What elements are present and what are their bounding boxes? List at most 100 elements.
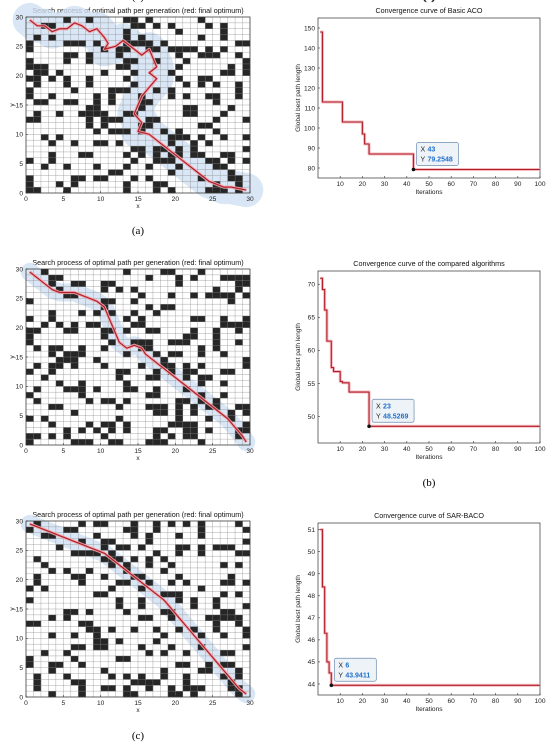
obstacle-cell [63, 386, 71, 393]
obstacle-cell [78, 661, 86, 668]
obstacle-cell [212, 339, 221, 346]
obstacle-cell [152, 427, 161, 434]
obstacle-cell [205, 52, 213, 59]
obstacle-cell [220, 292, 228, 299]
obstacle-cell [235, 286, 243, 293]
obstacle-cell [33, 620, 42, 627]
obstacle-cell [220, 134, 228, 141]
obstacle-cell [123, 315, 131, 322]
obstacle-cell [190, 368, 198, 375]
obstacle-cell [63, 673, 71, 680]
obstacle-cell [160, 128, 169, 135]
obstacle-cell [123, 351, 131, 358]
obstacle-cell [242, 40, 251, 47]
obstacle-cell [55, 181, 64, 188]
y-axis-label: y [9, 103, 16, 107]
x-tick-label: 25 [209, 196, 217, 203]
obstacle-cell [242, 134, 251, 141]
obstacle-cell [152, 433, 161, 440]
obstacle-cell [197, 34, 206, 41]
x-tick-label: 10 [97, 700, 105, 707]
obstacle-cell [40, 650, 49, 657]
obstacle-cell [26, 333, 34, 340]
obstacle-cell [78, 620, 86, 627]
x-tick-label: 70 [470, 698, 478, 705]
obstacle-cell [212, 345, 221, 352]
obstacle-cell [242, 626, 251, 633]
obstacle-cell [33, 345, 42, 352]
obstacle-cell [220, 351, 228, 358]
obstacle-cell [152, 46, 161, 53]
obstacle-cell [167, 685, 176, 692]
obstacle-cell [152, 327, 161, 334]
obstacle-cell [145, 439, 154, 446]
obstacle-cell [235, 403, 243, 410]
panel-b: Convergence curve of Basic ACO 10 20 30 40 50… [295, 6, 546, 489]
obstacle-cell [242, 157, 251, 164]
obstacle-cell [220, 151, 228, 158]
obstacle-cell [48, 22, 57, 29]
x-tick-label: 0 [24, 196, 28, 203]
x-tick-label: 20 [172, 700, 180, 707]
caption: (b) [423, 477, 436, 489]
obstacle-cell [115, 128, 124, 135]
obstacle-cell [26, 339, 34, 346]
x-tick-label: 10 [337, 698, 345, 705]
obstacle-cell [93, 532, 101, 539]
obstacle-cell [205, 374, 213, 381]
obstacle-cell [152, 187, 161, 194]
obstacle-cell [48, 667, 57, 674]
obstacle-cell [145, 40, 154, 47]
obstacle-cell [130, 286, 139, 293]
obstacle-cell [160, 650, 169, 657]
obstacle-cell [63, 81, 71, 88]
obstacle-cell [130, 679, 139, 686]
obstacle-cell [182, 339, 191, 346]
obstacle-cell [152, 526, 161, 533]
obstacle-cell [167, 609, 176, 616]
datatip-y-value: 48.5269 [383, 413, 408, 420]
obstacle-cell [26, 597, 34, 604]
obstacle-cell [212, 286, 221, 293]
obstacle-cell [175, 163, 183, 170]
obstacle-cell [167, 421, 176, 428]
x-tick-label: 10 [337, 181, 345, 188]
obstacle-cell [242, 63, 251, 70]
obstacle-cell [85, 151, 94, 158]
obstacle-cell [100, 298, 109, 305]
x-tick-label: 60 [448, 446, 456, 453]
obstacle-cell [123, 579, 131, 586]
obstacle-cell [78, 691, 86, 698]
obstacle-cell [175, 591, 183, 598]
obstacle-cell [123, 691, 131, 698]
obstacle-cell [212, 603, 221, 610]
obstacle-cell [167, 644, 176, 651]
obstacle-cell [205, 140, 213, 147]
obstacles [26, 269, 251, 446]
obstacle-cell [212, 81, 221, 88]
y-tick-label: 150 [304, 25, 315, 32]
obstacle-cell [63, 567, 71, 574]
obstacle-cell [145, 403, 154, 410]
datatip-x-label: X [376, 403, 381, 410]
obstacle-cell [100, 116, 109, 123]
obstacle-cell [78, 345, 86, 352]
obstacle-cell [160, 409, 169, 416]
obstacle-cell [78, 579, 86, 586]
obstacle-cell [182, 398, 191, 405]
x-axis-label: Iterations [415, 454, 443, 461]
obstacle-cell [227, 175, 236, 182]
obstacle-cell [197, 134, 206, 141]
obstacle-cell [190, 691, 198, 698]
panel-title: Search process of optimal path per gener… [32, 6, 243, 15]
obstacle-cell [40, 163, 49, 170]
y-tick-label: 5 [19, 161, 23, 168]
obstacle-cell [63, 526, 71, 533]
obstacle-cell [78, 40, 86, 47]
obstacle-cell [63, 614, 71, 621]
obstacle-cell [145, 175, 154, 182]
obstacle-cell [175, 550, 183, 557]
obstacle-cell [33, 556, 42, 563]
obstacle-cell [108, 310, 116, 317]
obstacle-cell [167, 157, 176, 164]
